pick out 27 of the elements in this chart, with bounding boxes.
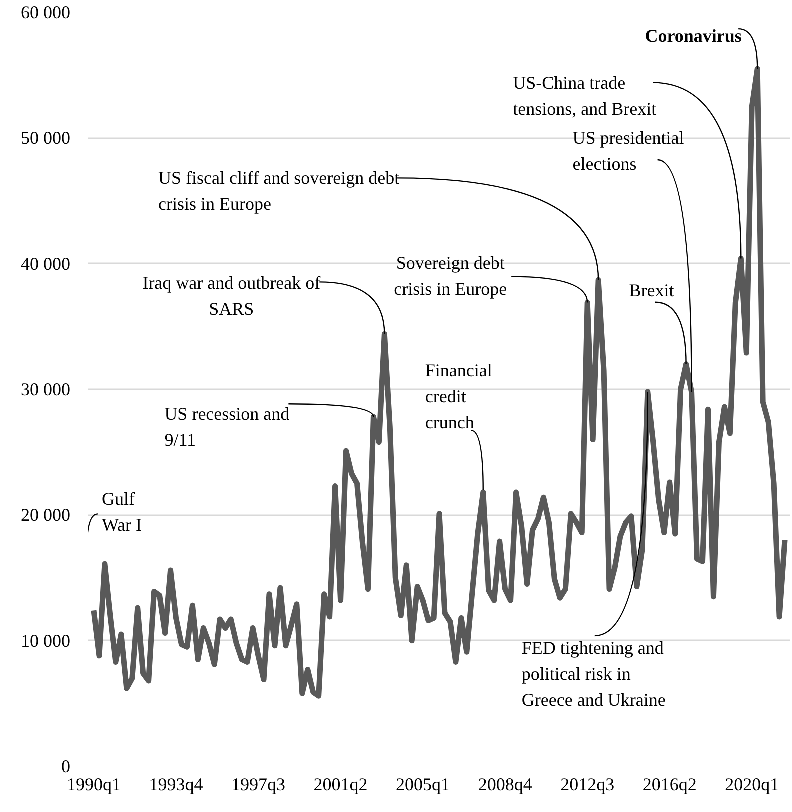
annotation: Sovereign debt crisis in Europe (394, 252, 508, 299)
annotation: US presidential elections (572, 128, 684, 174)
annotation: Iraq war and outbreak of SARS (142, 273, 321, 320)
y-tick-label: 30 000 (21, 380, 70, 400)
x-tick-label: 1993q4 (149, 774, 204, 794)
x-tick-label: 1997q3 (232, 774, 286, 794)
x-tick-label: 1990q1 (66, 774, 121, 794)
annotation: US recession and 9/11 (164, 404, 290, 450)
annotation: Coronavirus (645, 26, 742, 46)
annotation: US fiscal cliff and sovereign debt crisis in Europe (158, 168, 400, 214)
y-tick-label: 10 000 (21, 630, 70, 651)
x-tick-label: 2008q4 (478, 774, 532, 794)
y-tick-label: 50 000 (21, 128, 70, 148)
annotation: Financial credit crunch (425, 360, 492, 433)
y-tick-label: 0 (62, 756, 70, 776)
annotation: Brexit (629, 280, 674, 300)
x-tick-label: 2016q2 (642, 774, 697, 794)
annotation: Gulf War I (102, 489, 142, 536)
y-tick-label: 40 000 (21, 254, 70, 274)
annotation: US-China trade tensions, and Brexit (513, 72, 657, 119)
y-tick-label: 20 000 (21, 505, 70, 526)
y-tick-label: 60 000 (21, 2, 70, 22)
x-tick-label: 2020q1 (725, 774, 780, 794)
annotation: FED tightening and political risk in Greece and Ukraine (522, 638, 666, 710)
x-tick-label: 2012q3 (560, 774, 615, 794)
x-tick-label: 2005q1 (396, 774, 450, 794)
x-tick-label: 2001q2 (314, 774, 368, 794)
